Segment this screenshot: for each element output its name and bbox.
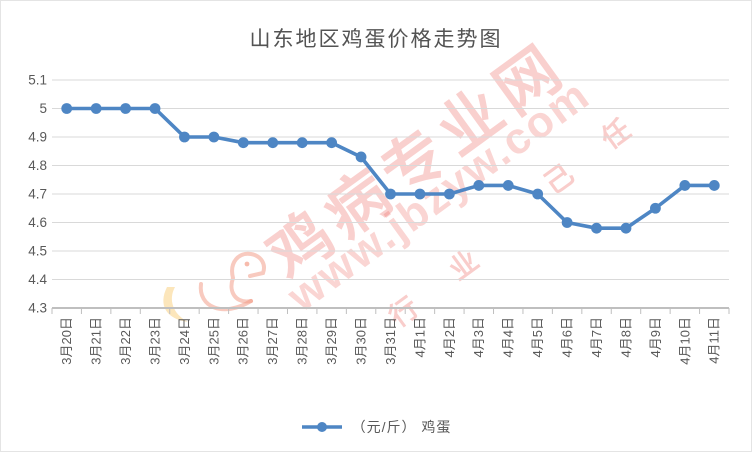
- y-axis-label: 4.3: [28, 301, 47, 316]
- data-point: [208, 131, 220, 143]
- y-axis-label: 5: [39, 101, 47, 116]
- data-point: [443, 188, 455, 200]
- x-axis-label: 3月22日: [118, 317, 133, 365]
- x-axis-label: 4月6日: [560, 317, 575, 357]
- data-point: [179, 131, 190, 143]
- data-point: [385, 188, 396, 200]
- y-axis-label: 4.9: [28, 130, 47, 145]
- x-axis-label: 4月1日: [412, 317, 427, 357]
- x-axis-label: 3月26日: [236, 317, 251, 365]
- data-point: [561, 217, 573, 228]
- x-axis-label: 3月24日: [177, 317, 192, 365]
- data-point: [326, 137, 338, 149]
- chart-title: 山东地区鸡蛋价格走势图: [249, 28, 503, 51]
- data-point: [237, 137, 249, 149]
- x-axis-label: 3月30日: [353, 317, 368, 365]
- x-axis-label: 4月9日: [648, 317, 663, 357]
- data-point: [90, 103, 102, 114]
- x-axis-label: 3月27日: [265, 317, 280, 365]
- data-point: [650, 202, 661, 214]
- x-axis-label: 4月4日: [501, 317, 516, 357]
- y-axis-label: 4.8: [28, 158, 47, 173]
- x-axis-label: 3月20日: [59, 317, 74, 365]
- data-point: [708, 180, 720, 191]
- x-axis-label: 3月29日: [324, 317, 339, 365]
- data-point: [620, 222, 632, 234]
- data-point: [502, 180, 514, 191]
- x-axis-label: 3月21日: [89, 317, 104, 365]
- legend-label: （元/斤） 鸡蛋: [351, 419, 452, 435]
- data-point: [149, 103, 161, 114]
- x-axis-label: 3月25日: [206, 317, 221, 365]
- x-axis-label: 3月23日: [147, 317, 162, 365]
- x-axis-label: 4月3日: [471, 317, 486, 357]
- x-axis-label: 4月2日: [442, 317, 457, 357]
- data-point: [267, 137, 279, 149]
- x-axis-label: 4月8日: [618, 317, 633, 357]
- x-axis-label: 4月7日: [589, 317, 604, 357]
- data-point: [296, 137, 308, 149]
- x-axis-label: 4月11日: [707, 317, 722, 364]
- data-point: [591, 222, 602, 234]
- y-axis-label: 4.7: [28, 187, 47, 202]
- data-point: [679, 180, 691, 191]
- legend: （元/斤） 鸡蛋: [1, 417, 751, 437]
- data-point: [414, 188, 426, 200]
- data-point: [532, 188, 544, 200]
- y-axis-label: 5.1: [28, 73, 47, 88]
- data-point: [61, 103, 73, 114]
- y-axis-label: 4.4: [28, 272, 47, 287]
- data-point: [120, 103, 131, 114]
- legend-line-marker-icon: [301, 422, 342, 432]
- y-axis-label: 4.5: [28, 244, 47, 259]
- data-point: [355, 151, 367, 163]
- price-line: [64, 106, 717, 230]
- x-axis-label: 3月31日: [383, 317, 398, 365]
- y-axis-label: 4.6: [28, 215, 47, 230]
- x-axis-label: 4月10日: [677, 317, 692, 365]
- data-point: [473, 180, 485, 191]
- x-axis-label: 3月28日: [295, 317, 310, 365]
- x-axis-label: 4月5日: [530, 317, 545, 357]
